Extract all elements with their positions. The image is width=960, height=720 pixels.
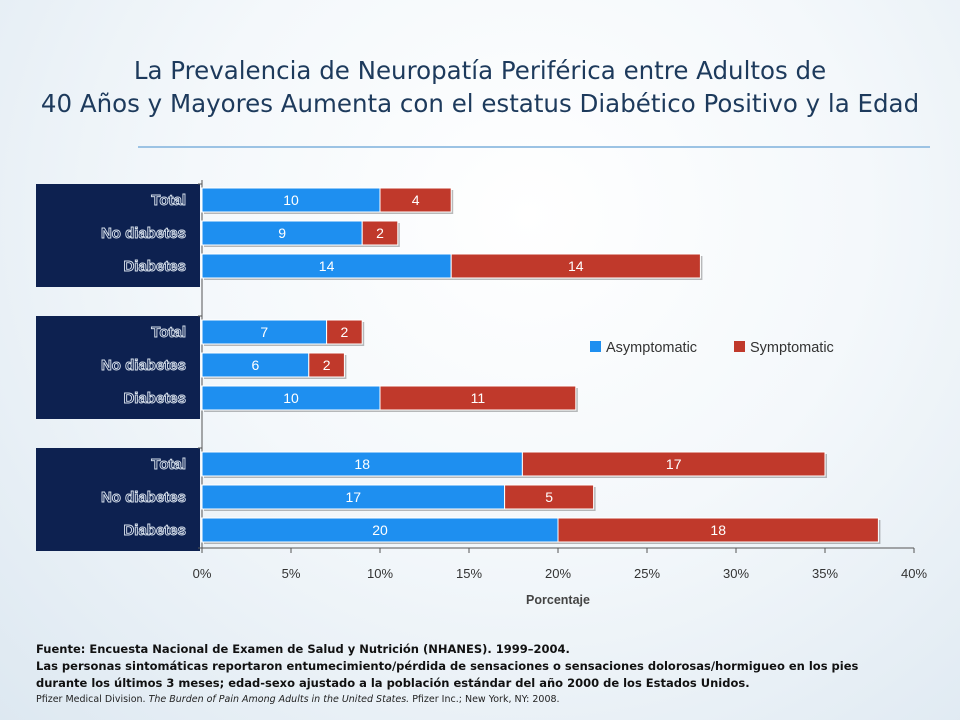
symptomatic-bar: [361, 220, 399, 246]
bar-value-label: 14: [319, 258, 335, 274]
bar-value-label: 20: [372, 522, 388, 538]
symptomatic-bar: [521, 451, 826, 477]
legend-swatch-asymptomatic: [590, 341, 601, 352]
bar-value-label: 6: [252, 357, 260, 373]
x-tick-label: 10%: [367, 566, 393, 581]
category-label: Diabetes: [123, 390, 186, 407]
citation: Pfizer Medical Division. The Burden of P…: [36, 692, 936, 707]
group-panel-1: [36, 184, 200, 287]
asymptomatic-bar: [201, 319, 328, 345]
x-tick-label: 25%: [634, 566, 660, 581]
x-tick-label: 20%: [545, 566, 571, 581]
source-note: Fuente: Encuesta Nacional de Examen de S…: [36, 642, 570, 656]
symptomatic-bar: [326, 319, 363, 345]
category-label: Total: [151, 324, 186, 341]
bar-value-label: 10: [283, 192, 299, 208]
category-label: Total: [151, 192, 186, 209]
bar-value-label: 5: [545, 489, 553, 505]
x-tick-label: 30%: [723, 566, 749, 581]
asymptomatic-bar: [201, 484, 506, 510]
legend-label: Asymptomatic: [606, 340, 697, 356]
bar-value-label: 2: [323, 357, 331, 373]
title-line-1: La Prevalencia de Neuropatía Periférica …: [133, 56, 827, 85]
symptomatic-bar: [379, 187, 452, 213]
symptomatic-bar: [450, 253, 701, 279]
category-label: No diabetes: [101, 357, 186, 374]
group-panel-2: [36, 316, 200, 419]
category-label: Diabetes: [123, 258, 186, 275]
method-note-line-1: Las personas sintomáticas reportaron ent…: [36, 659, 859, 673]
method-note-line-2: durante los últimos 3 meses; edad-sexo a…: [36, 676, 750, 690]
category-label: Total: [151, 456, 186, 473]
bar-value-label: 7: [260, 324, 268, 340]
bar-value-label: 4: [412, 192, 420, 208]
citation-publisher: Pfizer Inc.; New York, NY: 2008.: [409, 694, 560, 705]
symptomatic-bar: [308, 352, 345, 378]
x-tick-label: 0%: [193, 566, 212, 581]
asymptomatic-bar: [201, 385, 381, 411]
symptomatic-bar: [557, 517, 879, 543]
asymptomatic-bar: [201, 352, 310, 378]
bar-value-label: 11: [471, 390, 486, 406]
symptomatic-bar: [379, 385, 577, 411]
symptomatic-bar: [504, 484, 595, 510]
category-label: No diabetes: [101, 225, 186, 242]
x-tick-label: 40%: [901, 566, 927, 581]
asymptomatic-bar: [201, 451, 523, 477]
x-tick-label: 15%: [456, 566, 482, 581]
legend-swatch-symptomatic: [734, 341, 745, 352]
bar-value-label: 17: [346, 489, 362, 505]
asymptomatic-bar: [201, 517, 559, 543]
x-axis-title: Porcentaje: [526, 593, 590, 607]
group-panel-3: [36, 448, 200, 551]
bar-value-label: 9: [278, 225, 286, 241]
citation-title: The Burden of Pain Among Adults in the U…: [148, 694, 410, 705]
x-tick-label: 35%: [812, 566, 838, 581]
bar-value-label: 14: [568, 258, 584, 274]
bar-value-label: 2: [341, 324, 349, 340]
category-label: No diabetes: [101, 489, 186, 506]
asymptomatic-bar: [201, 220, 363, 246]
stacked-bar-chart: Total No diabetes Diabetes Total No diabetes…: [36, 180, 927, 607]
title-divider: [138, 146, 930, 148]
bar-value-label: 18: [354, 456, 370, 472]
bar-value-label: 17: [666, 456, 682, 472]
legend-label: Symptomatic: [750, 340, 834, 356]
x-tick-label: 5%: [282, 566, 301, 581]
category-label: Diabetes: [123, 522, 186, 539]
title-line-2: 40 Años y Mayores Aumenta con el estatus…: [40, 89, 920, 118]
bar-value-label: 2: [376, 225, 384, 241]
footnotes: Fuente: Encuesta Nacional de Examen de S…: [36, 641, 936, 707]
chart-title: La Prevalencia de Neuropatía Periférica …: [0, 54, 960, 120]
bar-value-label: 10: [283, 390, 299, 406]
citation-org: Pfizer Medical Division.: [36, 694, 149, 705]
asymptomatic-bar: [201, 187, 381, 213]
bar-value-label: 18: [710, 522, 726, 538]
